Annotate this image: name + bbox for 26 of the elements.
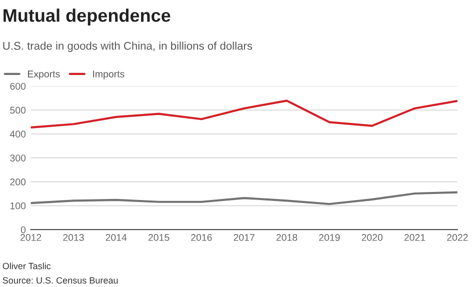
y-tick-label: 200 <box>10 178 26 186</box>
line-series <box>30 100 458 129</box>
legend-label: Imports <box>93 70 124 80</box>
x-tick-label: 2014 <box>106 234 127 241</box>
x-tick-label: 2016 <box>191 234 212 241</box>
source-note: Source: U.S. Census Bureau <box>2 277 118 284</box>
x-tick-label: 2022 <box>447 234 468 241</box>
line-series <box>30 191 458 206</box>
y-tick-label: 300 <box>10 154 26 162</box>
x-tick-label: 2019 <box>319 234 340 241</box>
x-tick-label: 2013 <box>63 234 84 241</box>
y-tick-label: 500 <box>10 106 26 114</box>
x-tick-label: 2017 <box>234 234 254 241</box>
x-tick-label: 2015 <box>148 234 170 241</box>
legend-label: Exports <box>28 70 60 80</box>
x-tick-label: 2020 <box>362 234 383 241</box>
chart-title: Mutual dependence <box>4 8 170 26</box>
y-tick-label: 0 <box>20 226 26 234</box>
y-tick-label: 600 <box>10 82 26 90</box>
x-tick-label: 2018 <box>276 234 298 241</box>
text: Oliver Taslic <box>2 262 51 270</box>
y-tick-label: 400 <box>10 130 26 138</box>
x-tick-label: 2021 <box>404 234 426 241</box>
chart-subtitle: U.S. trade in goods with China, in billions of dollars <box>3 42 252 52</box>
y-tick-label: 100 <box>10 202 26 210</box>
x-tick-label: 2012 <box>20 234 42 241</box>
